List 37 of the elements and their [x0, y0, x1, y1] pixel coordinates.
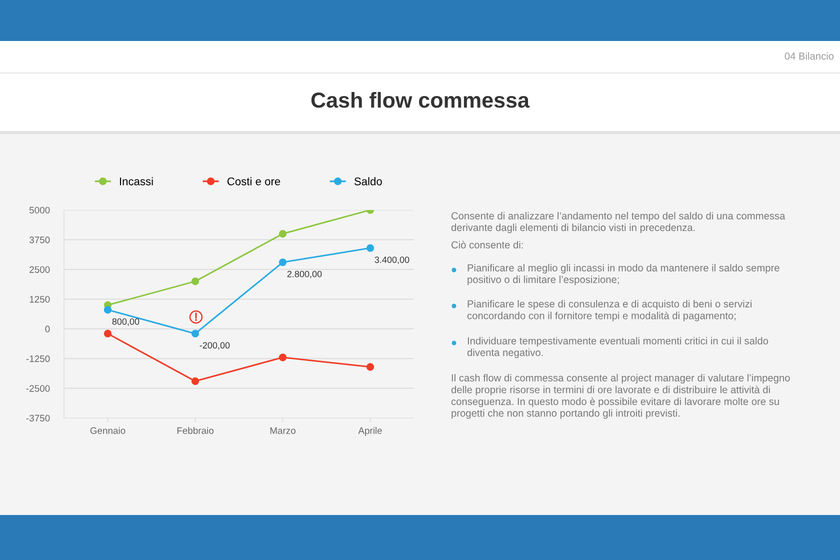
point [366, 244, 374, 252]
point [104, 330, 112, 338]
text: Individuare tempestivamente eventuali momenti critici in cui il saldo diventa negativo. [467, 337, 768, 358]
y-tick-label: 5000 [29, 206, 50, 214]
legend-label: Saldo [354, 177, 382, 186]
y-tick-label: 0 [45, 326, 50, 332]
point [191, 377, 200, 385]
y-tick-label: -3750 [26, 414, 50, 422]
x-tick-label: Gennaio [90, 427, 126, 434]
point [278, 258, 287, 266]
point [104, 306, 112, 314]
y-tick-label: -1250 [26, 355, 50, 362]
y-tick-label: -2500 [26, 385, 50, 392]
text: Il cash flow di commessa consente al project manager di valutare l’impegno delle proprie risorse in termini di ore lavorate e di distribuire le attività di conseguenza. In questo modo è possibile evitare di lavorare molte ore su progetti che non stanno portando gli introiti previsti. [451, 374, 790, 419]
data-label: 800,00 [112, 318, 140, 326]
point [366, 363, 374, 371]
legend-label: Incassi [120, 177, 153, 186]
y-tick-label: 1250 [30, 296, 50, 303]
data-label: 3.400,00 [374, 256, 410, 264]
legend-label: Costi e ore [227, 177, 280, 186]
point [191, 277, 200, 286]
text: Ciò consente di: [452, 240, 523, 248]
y-tick-label: 3750 [29, 236, 50, 244]
point [278, 230, 287, 238]
x-tick-label: Marzo [270, 427, 296, 434]
y-tick-label: 2500 [30, 266, 50, 273]
point [278, 354, 287, 362]
text: 04 Bilancio [784, 52, 834, 60]
data-label: -200,00 [200, 342, 230, 350]
data-label: 2.800,00 [287, 270, 322, 278]
text: Pianificare al meglio gli incassi in modo da mantenere il saldo sempre positivo o di limitare l’esposizione; [468, 264, 780, 286]
x-tick-label: Aprile [358, 427, 382, 436]
text: Consente di analizzare l’andamento nel tempo del saldo di una commessa derivante dagli elementi di bilancio visti in precedenza. [451, 212, 786, 234]
chart-title: Cash flow commessa [311, 92, 530, 108]
x-tick-label: Febbraio [177, 427, 214, 434]
point [191, 330, 200, 338]
text: Pianificare le spese di consulenza e di acquisto di beni o servizi concordando con il fornitore tempi e modalità di pagamento; [467, 300, 752, 322]
